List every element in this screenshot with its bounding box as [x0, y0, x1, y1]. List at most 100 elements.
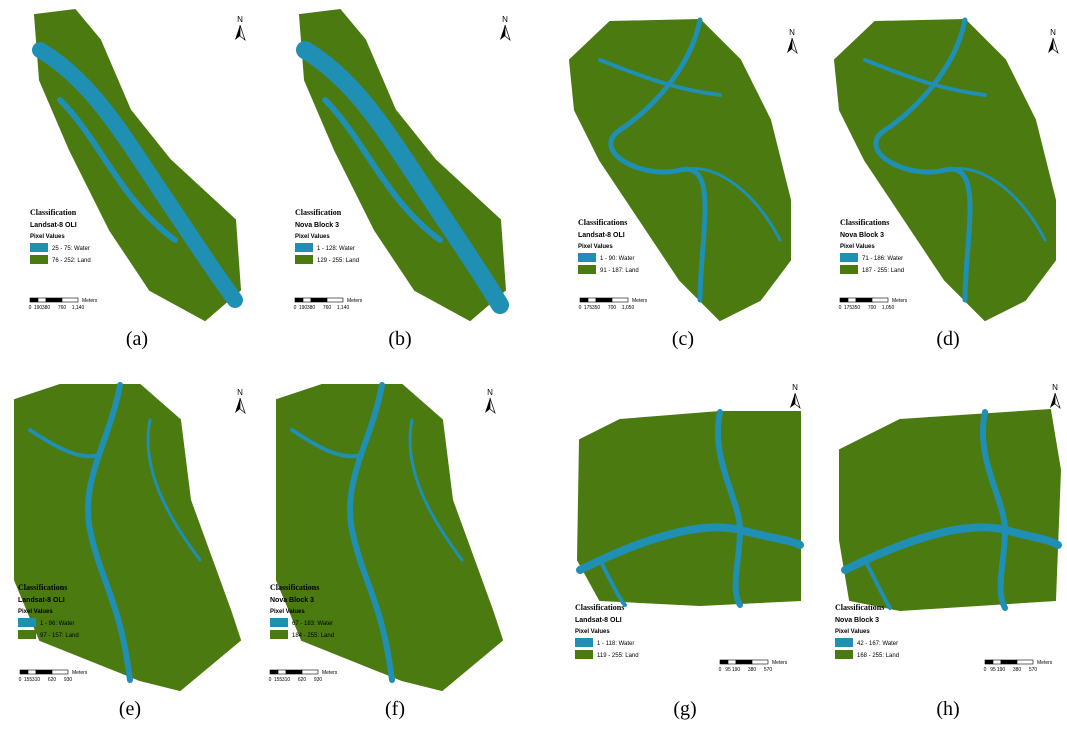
- north-label: N: [502, 15, 508, 24]
- legend-swatch: [835, 638, 853, 647]
- scale-segment: [286, 670, 302, 674]
- scale-segment: [596, 298, 612, 302]
- legend-sensor: Nova Block 3: [840, 232, 884, 239]
- scale-segment: [840, 298, 848, 302]
- scale-tick-label: 1,140: [72, 305, 85, 311]
- legend-label: 97 - 157: Land: [40, 633, 79, 639]
- scale-tick-label: 0: [839, 305, 842, 311]
- panel-label: (g): [673, 698, 696, 720]
- legend-label: 91 - 187: Land: [600, 268, 639, 274]
- scale-segment: [303, 298, 311, 302]
- legend-label: 67 - 183: Water: [292, 621, 333, 627]
- scale-unit: Meters: [322, 670, 338, 676]
- north-label: N: [237, 15, 243, 24]
- scale-tick-label: 760: [58, 305, 67, 311]
- legend-subtitle: Pixel Values: [18, 609, 53, 615]
- scale-segment: [872, 298, 888, 302]
- legend-sensor: Nova Block 3: [295, 222, 339, 229]
- scale-segment: [1001, 660, 1017, 664]
- scale-unit: Meters: [892, 298, 908, 304]
- north-arrow: [240, 398, 245, 413]
- scale-tick-label: 930: [64, 677, 73, 683]
- north-arrow: [500, 25, 505, 40]
- legend-swatch: [295, 243, 313, 252]
- legend-sensor: Landsat-8 OLI: [30, 222, 77, 229]
- scale-tick-label: 760: [323, 305, 332, 311]
- scale-segment: [588, 298, 596, 302]
- legend-sensor: Nova Block 3: [270, 597, 314, 604]
- scale-segment: [20, 670, 28, 674]
- legend-swatch: [270, 630, 288, 639]
- scale-unit: Meters: [772, 660, 788, 666]
- legend-label: 184 - 255: Land: [292, 633, 334, 639]
- map-panel: NClassificationsNova Block 3Pixel Values…: [835, 20, 1058, 350]
- panel-label: (f): [385, 698, 405, 720]
- legend-subtitle: Pixel Values: [270, 609, 305, 615]
- legend-label: 76 - 252: Land: [52, 258, 91, 264]
- scale-unit: Meters: [82, 298, 98, 304]
- legend-subtitle: Pixel Values: [578, 244, 613, 250]
- scale-tick-label: 1,050: [622, 305, 635, 311]
- scale-segment: [270, 670, 278, 674]
- land-area: [15, 385, 240, 690]
- north-label: N: [792, 383, 798, 392]
- scale-segment: [728, 660, 736, 664]
- north-arrow: [235, 25, 240, 40]
- scale-tick-label: 190: [997, 667, 1006, 673]
- north-label: N: [1050, 28, 1056, 37]
- scale-segment: [28, 670, 36, 674]
- north-arrow: [1048, 38, 1053, 53]
- legend-label: 25 - 75: Water: [52, 246, 90, 252]
- scale-segment: [52, 670, 68, 674]
- panel-label: (a): [126, 328, 148, 350]
- legend-label: 129 - 255: Land: [317, 258, 359, 264]
- scale-tick-label: 380: [42, 305, 51, 311]
- scale-unit: Meters: [72, 670, 88, 676]
- north-arrow: [235, 398, 240, 413]
- north-arrow: [505, 25, 510, 40]
- legend-swatch: [840, 265, 858, 274]
- scale-tick-label: 1,140: [337, 305, 350, 311]
- legend-title: Classifications: [18, 583, 67, 592]
- legend-swatch: [30, 243, 48, 252]
- north-arrow: [1053, 38, 1058, 53]
- panel-label: (d): [936, 328, 959, 350]
- scale-tick-label: 350: [852, 305, 861, 311]
- scale-segment: [311, 298, 327, 302]
- scale-segment: [302, 670, 318, 674]
- legend-title: Classification: [295, 208, 342, 217]
- legend-label: 1 - 118: Water: [597, 641, 634, 647]
- scale-tick-label: 380: [307, 305, 316, 311]
- scale-segment: [848, 298, 856, 302]
- scale-segment: [278, 670, 286, 674]
- scale-tick-label: 0: [984, 667, 987, 673]
- legend-sensor: Landsat-8 OLI: [575, 617, 622, 624]
- legend-swatch: [30, 255, 48, 264]
- legend-title: Classifications: [578, 218, 627, 227]
- panel-label: (c): [672, 328, 694, 350]
- legend-label: 71 - 186: Water: [862, 256, 903, 262]
- scale-tick-label: 0: [269, 677, 272, 683]
- legend-title: Classifications: [575, 603, 624, 612]
- legend-swatch: [575, 638, 593, 647]
- legend-label: 119 - 255: Land: [597, 653, 639, 659]
- legend-label: 1 - 90: Water: [600, 256, 634, 262]
- legend-title: Classifications: [835, 603, 884, 612]
- legend-swatch: [295, 255, 313, 264]
- scale-tick-label: 380: [1013, 667, 1022, 673]
- scale-segment: [985, 660, 993, 664]
- scale-tick-label: 0: [579, 305, 582, 311]
- legend-swatch: [835, 650, 853, 659]
- panel-label: (e): [119, 698, 141, 720]
- north-arrow: [485, 398, 490, 413]
- legend-swatch: [578, 253, 596, 262]
- north-arrow: [1050, 393, 1055, 408]
- scale-tick-label: 620: [298, 677, 307, 683]
- north-arrow: [240, 25, 245, 40]
- scale-segment: [36, 670, 52, 674]
- legend-label: 1 - 96: Water: [40, 621, 74, 627]
